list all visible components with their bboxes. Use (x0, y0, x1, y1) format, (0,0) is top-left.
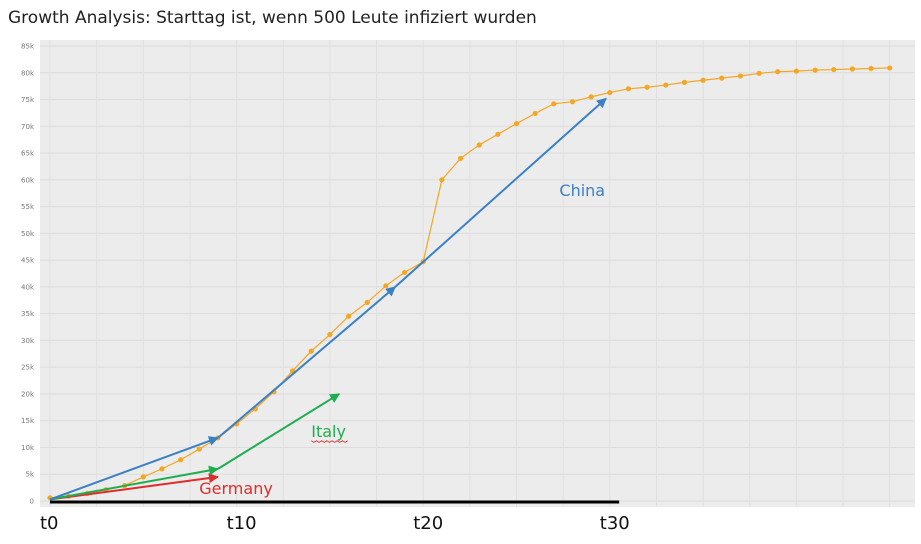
data-point (457, 155, 464, 162)
data-point (495, 131, 501, 137)
data-point (383, 283, 389, 289)
data-point (569, 99, 576, 105)
y-tick-label: 45k (21, 257, 35, 265)
data-point (513, 121, 520, 127)
y-tick-label: 35k (21, 310, 35, 318)
y-tick-label: 10k (21, 444, 35, 452)
italy-arrow (217, 393, 341, 470)
data-point (812, 67, 818, 73)
y-tick-label: 0 (30, 498, 34, 506)
data-point (140, 474, 146, 480)
germany-label: Germany (199, 479, 273, 498)
y-tick-label: 85k (21, 43, 35, 51)
data-point (327, 331, 333, 338)
data-point (439, 177, 445, 183)
y-tick-label: 25k (21, 364, 35, 372)
data-point (849, 66, 855, 72)
x-label-t30: t30 (600, 513, 630, 534)
data-point (364, 299, 370, 306)
china-arrow (49, 436, 219, 501)
y-tick-label: 30k (21, 337, 35, 345)
data-point (625, 86, 632, 92)
series-line (49, 67, 890, 499)
data-point (663, 82, 669, 88)
y-tick-label: 70k (21, 123, 35, 131)
y-tick-label: 55k (21, 203, 35, 211)
y-tick-label: 80k (21, 69, 35, 77)
y-tick-label: 15k (21, 417, 35, 425)
plot-background (40, 40, 915, 507)
y-tick-label: 20k (21, 390, 35, 398)
data-point (737, 73, 744, 79)
data-point (756, 70, 762, 76)
x-label-t0: t0 (40, 513, 59, 534)
data-point (719, 75, 725, 81)
data-point (196, 446, 202, 452)
y-tick-label: 75k (21, 96, 35, 104)
data-point (345, 313, 352, 319)
data-point (607, 89, 613, 96)
data-point (831, 66, 837, 73)
data-point (308, 348, 314, 354)
data-point (588, 94, 594, 100)
data-point (401, 269, 408, 276)
china-label: China (559, 181, 605, 200)
italy-arrow (49, 465, 219, 501)
y-tick-label: 40k (21, 283, 35, 291)
china-arrow (394, 97, 607, 288)
data-point (178, 457, 184, 463)
data-point (644, 84, 650, 90)
data-point (793, 68, 800, 74)
data-point (476, 142, 482, 148)
data-point (887, 65, 893, 71)
china-arrow (217, 286, 396, 439)
y-tick-label: 65k (21, 150, 35, 158)
x-label-t20: t20 (413, 513, 443, 534)
data-point (551, 101, 557, 107)
germany-arrow (49, 473, 219, 501)
data-point (775, 69, 781, 75)
y-tick-label: 50k (21, 230, 35, 238)
chart-title: Growth Analysis: Starttag ist, wenn 500 … (8, 8, 537, 28)
data-point (681, 79, 688, 85)
data-point (700, 77, 706, 83)
data-point (532, 110, 538, 117)
y-tick-label: 5k (25, 471, 34, 479)
spellcheck-underline (311, 440, 348, 443)
data-point (868, 65, 874, 72)
italy-label: Italy (311, 422, 346, 441)
y-tick-label: 60k (21, 176, 35, 184)
x-label-t10: t10 (227, 513, 257, 534)
data-point (159, 466, 165, 472)
